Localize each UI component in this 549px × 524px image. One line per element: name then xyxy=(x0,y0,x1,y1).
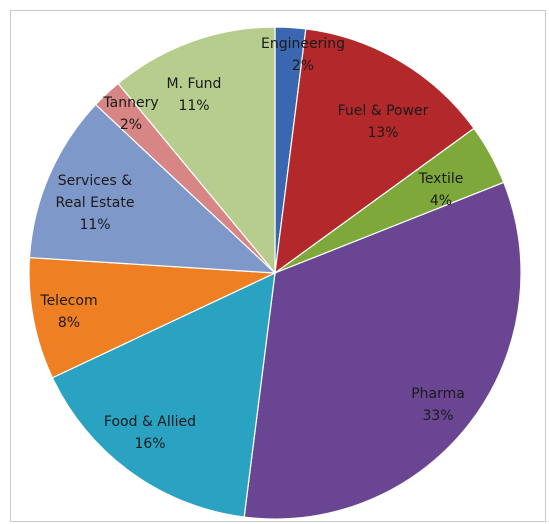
slice-category-label-2: Textile xyxy=(418,171,464,187)
slice-category-label-3: Pharma xyxy=(411,386,465,402)
slice-value-label-3: 33% xyxy=(422,408,453,424)
slice-value-label-8: 11% xyxy=(178,98,209,114)
slice-category-label-4: Food & Allied xyxy=(104,414,196,430)
slice-value-label-6: 11% xyxy=(79,217,110,233)
slice-category-label-6: Real Estate xyxy=(56,195,135,211)
slice-value-label-2: 4% xyxy=(430,193,452,209)
slice-category-label-5: Telecom xyxy=(39,293,97,309)
slice-category-label-7: Tannery xyxy=(102,95,158,111)
slice-value-label-4: 16% xyxy=(134,436,165,452)
slice-category-label-0: Engineering xyxy=(261,36,345,52)
slice-category-label-6: Services & xyxy=(58,173,132,189)
slice-value-label-7: 2% xyxy=(120,117,142,133)
slice-category-label-1: Fuel & Power xyxy=(338,103,429,119)
slice-category-label-8: M. Fund xyxy=(167,76,222,92)
slice-value-label-1: 13% xyxy=(367,125,398,141)
slice-value-label-0: 2% xyxy=(292,58,314,74)
slice-value-label-5: 8% xyxy=(58,315,80,331)
